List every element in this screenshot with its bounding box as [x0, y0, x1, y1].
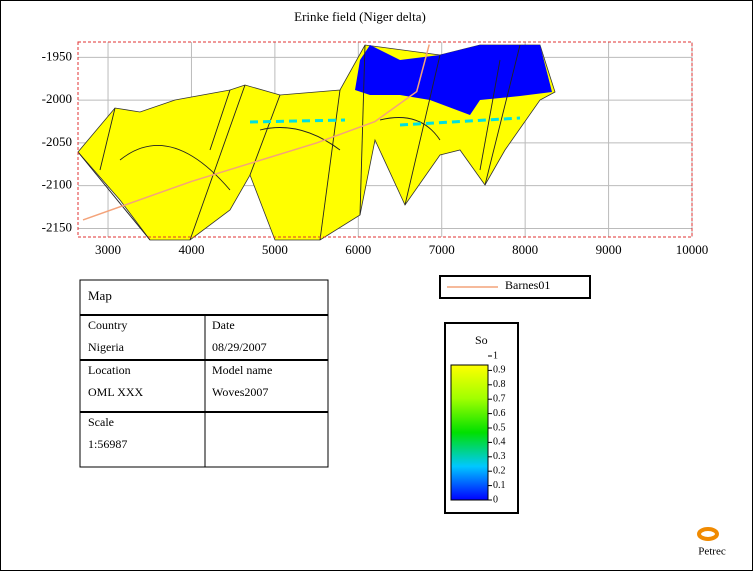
x-tick-label: 5000: [262, 242, 288, 257]
cell-label: Location: [88, 363, 131, 377]
y-tick-label: -1950: [42, 48, 72, 63]
series-layer: [82, 44, 430, 221]
colorbar-tick-label: 0: [493, 494, 498, 505]
colorbar-tick-label: 0.2: [493, 465, 506, 476]
table-text: Map Country Nigeria Date 08/29/2007 Location…: [88, 288, 272, 451]
x-tick-label: 3000: [95, 242, 121, 257]
cell-value: Nigeria: [88, 340, 125, 354]
x-tick-label: 8000: [512, 242, 538, 257]
x-tick-label: 9000: [596, 242, 622, 257]
colorbar-tick-label: 1: [493, 350, 498, 361]
well-path: [82, 44, 430, 221]
blue-body: [355, 45, 552, 115]
y-tick-label: -2100: [42, 177, 72, 192]
logo-icon: [697, 527, 719, 541]
colorbar-tick-label: 0.5: [493, 422, 506, 433]
contact-line: [249, 116, 521, 127]
x-tick-label: 10000: [676, 242, 709, 257]
colorbar-tick-label: 0.9: [493, 365, 506, 376]
cell-label: Date: [212, 318, 235, 332]
colorbar-tick-label: 0.8: [493, 379, 506, 390]
x-tick-label: 4000: [178, 242, 204, 257]
cell-value: 1:56987: [88, 437, 127, 451]
colorbar-tick-label: 0.7: [493, 393, 506, 404]
legend-label: Barnes01: [505, 278, 550, 292]
y-tick-label: -2150: [42, 219, 72, 234]
axes: 3000 4000 5000 6000 7000 8000 9000 10000 -1950 -2…: [42, 41, 709, 257]
colorbar-tick-label: 0.3: [493, 451, 506, 462]
colorbar-gradient: [450, 364, 489, 501]
plot-border: [77, 41, 693, 238]
colorbar: So 1 0.9 0.8 0.7 0.6 0.5 0.4 0.3 0.2 0.1 0: [444, 322, 519, 514]
chart-title: Erinke field (Niger delta): [294, 9, 426, 24]
x-tick-label: 6000: [345, 242, 371, 257]
cell-value: Woves2007: [212, 385, 268, 399]
legend-box: [439, 275, 591, 299]
colorbar-tick-label: 0.4: [493, 437, 506, 448]
y-tick-label: -2000: [42, 91, 72, 106]
cell-label: Country: [88, 318, 127, 332]
cell-label: Model name: [212, 363, 272, 377]
colorbar-tick-label: 0.6: [493, 408, 506, 419]
fault-lines: [77, 44, 521, 241]
cell-label: Scale: [88, 415, 114, 429]
colorbar-tick-label: 0.1: [493, 480, 506, 491]
map-table: [79, 279, 329, 468]
y-tick-label: -2050: [42, 134, 72, 149]
cell-value: 08/29/2007: [212, 340, 267, 354]
logo-text: Petrec: [698, 546, 726, 558]
legend: Barnes01: [439, 275, 591, 299]
cell-value: OML XXX: [88, 385, 144, 399]
table-border: [79, 279, 329, 468]
table-title: Map: [88, 288, 112, 303]
colorbar-title: So: [475, 333, 488, 347]
x-tick-label: 7000: [429, 242, 455, 257]
